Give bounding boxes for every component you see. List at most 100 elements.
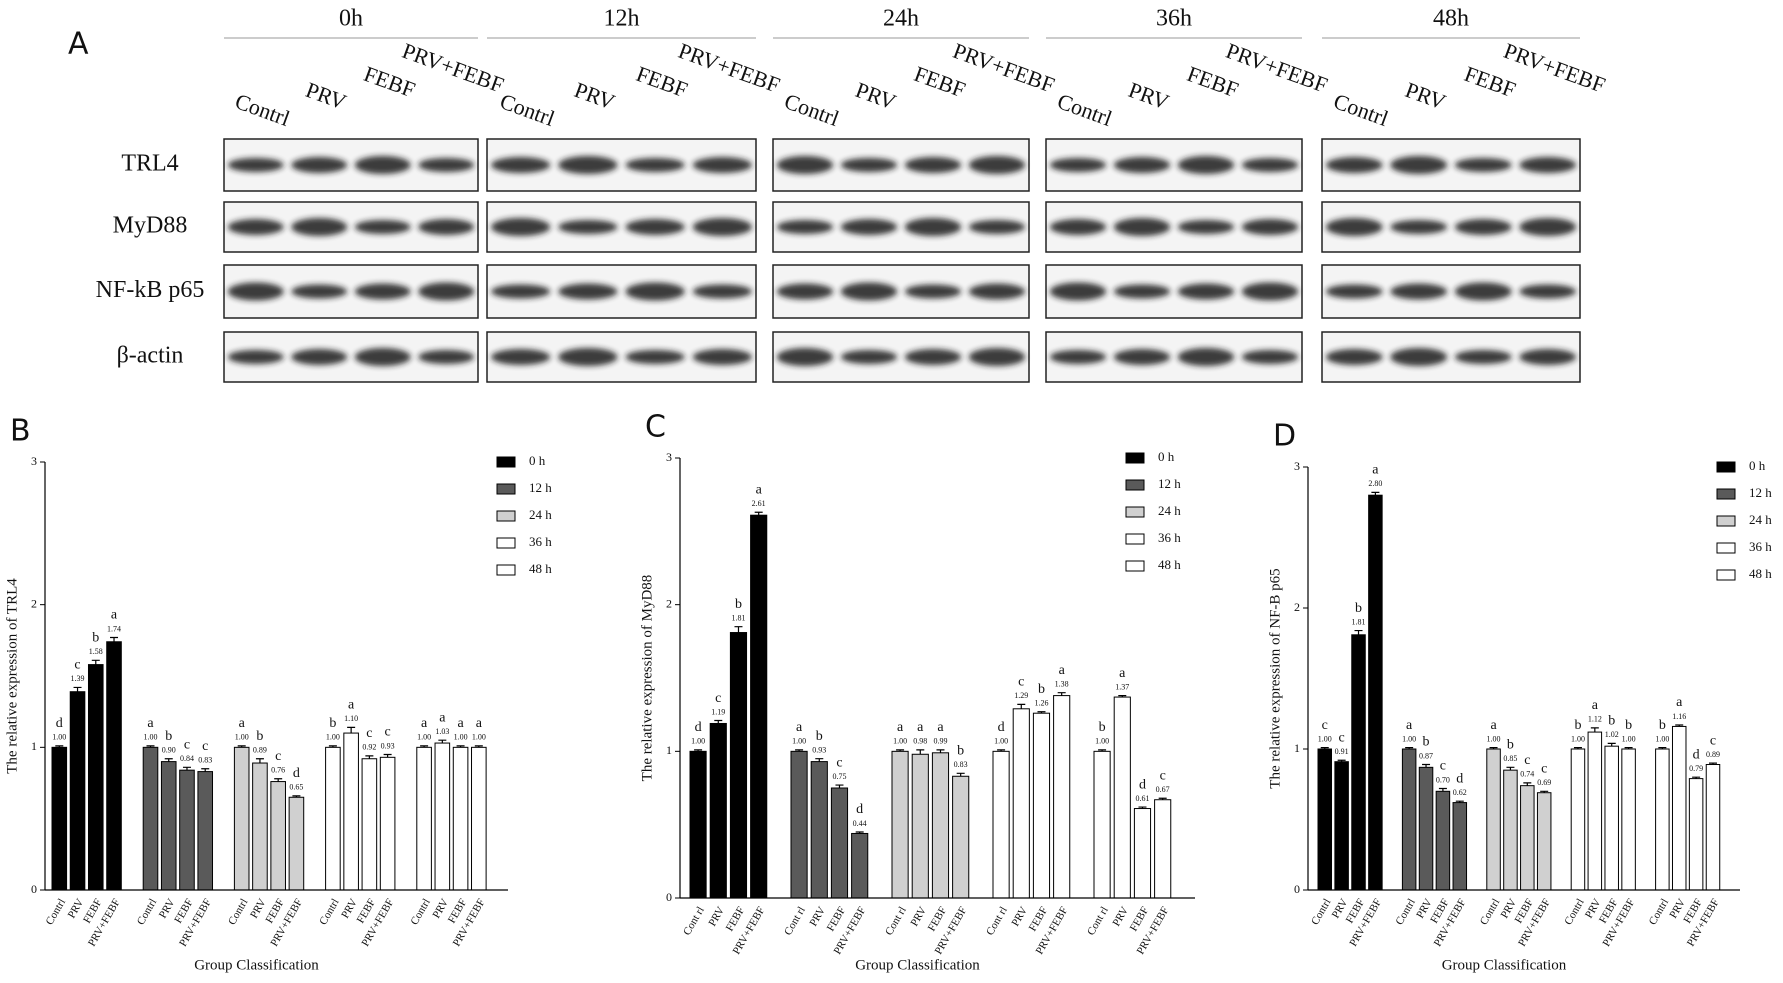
blot-band <box>904 218 962 236</box>
blot-band <box>1177 220 1235 234</box>
bar <box>830 787 849 899</box>
bar <box>361 758 378 891</box>
value-label: 0.85 <box>1503 754 1517 763</box>
value-label: 0.67 <box>1156 785 1170 794</box>
bar <box>1154 799 1172 899</box>
blot-band <box>840 158 898 172</box>
y-tick-label: 1 <box>1294 741 1300 755</box>
error-bar <box>1523 782 1532 786</box>
significance-letter: b <box>92 631 99 646</box>
blot-band <box>968 348 1026 366</box>
significance-letter: c <box>1541 762 1547 777</box>
blot-band <box>1519 157 1577 173</box>
bar <box>471 746 487 891</box>
value-label: 0.44 <box>853 819 867 828</box>
blot-band <box>1113 157 1171 173</box>
value-label: 0.74 <box>1520 770 1534 779</box>
bar <box>1520 785 1535 891</box>
significance-letter: c <box>1018 675 1024 690</box>
bar <box>1452 802 1468 891</box>
significance-letter: c <box>836 755 842 770</box>
blot-band <box>692 284 752 299</box>
bar <box>1012 708 1030 899</box>
value-label: 1.00 <box>1318 734 1332 743</box>
significance-letter: b <box>165 729 172 744</box>
bar <box>325 746 341 891</box>
error-bar <box>956 772 965 777</box>
error-bar <box>1138 806 1147 809</box>
significance-letter: d <box>695 720 702 735</box>
significance-letter: a <box>1490 718 1497 733</box>
bar <box>750 514 768 899</box>
significance-letter: a <box>897 720 904 735</box>
x-tick-label: Contrl <box>317 897 341 927</box>
value-label: 2.80 <box>1368 479 1382 488</box>
significance-letter: d <box>1139 777 1146 792</box>
legend-label: 12 h <box>1158 476 1181 491</box>
lane-label: FEBF <box>911 61 969 102</box>
significance-letter: c <box>1160 768 1166 783</box>
error-bar <box>438 739 447 744</box>
error-bar <box>1624 746 1633 749</box>
error-bar <box>1658 746 1667 749</box>
significance-letter: c <box>1322 718 1328 733</box>
y-tick-label: 2 <box>31 596 37 610</box>
error-bar <box>347 726 356 734</box>
lane-label: Contrl <box>497 88 558 131</box>
x-tick-label: Contrl <box>1393 897 1417 927</box>
y-axis-label: The relative expression of TRL4 <box>4 578 20 774</box>
significance-letter: b <box>1507 738 1514 753</box>
error-bar <box>55 745 64 748</box>
significance-letter: d <box>1456 771 1463 786</box>
blot-band <box>1241 158 1299 172</box>
x-tick-label: PRV <box>1110 905 1131 929</box>
x-tick-label: Contrl <box>226 897 250 927</box>
value-label: 0.76 <box>271 766 285 775</box>
value-label: 1.00 <box>1622 734 1636 743</box>
significance-letter: c <box>1440 759 1446 774</box>
bar <box>709 722 727 899</box>
blot-band <box>1241 350 1299 364</box>
bar <box>233 746 250 891</box>
blot-band <box>1390 156 1448 174</box>
blot-band <box>491 284 551 299</box>
error-bar <box>292 795 301 798</box>
blot-band <box>418 350 475 364</box>
blot-band <box>1113 349 1171 365</box>
x-tick-label: Contrl <box>1478 897 1502 927</box>
lane-label: Contrl <box>232 88 293 131</box>
lane-label: PRV <box>852 77 899 115</box>
significance-letter: b <box>1625 718 1632 733</box>
significance-letter: a <box>476 716 483 731</box>
error-bar <box>714 719 723 724</box>
bar <box>1621 748 1636 891</box>
blot-band <box>968 283 1026 300</box>
bar <box>1053 695 1071 899</box>
value-label: 1.00 <box>1655 734 1669 743</box>
bar <box>51 746 68 891</box>
legend-label: 24 h <box>1749 512 1772 527</box>
error-bar <box>328 745 337 748</box>
error-bar <box>936 749 945 753</box>
error-bar <box>1337 759 1346 762</box>
error-bar <box>182 766 191 771</box>
blot-band <box>1454 219 1512 235</box>
lane-label: Contrl <box>1330 88 1391 131</box>
significance-letter: d <box>1693 747 1700 762</box>
bar <box>1418 766 1434 891</box>
value-label: 0.91 <box>1335 747 1349 756</box>
blot-band <box>418 282 475 301</box>
bar <box>1604 745 1619 891</box>
timepoint-label: 12h <box>604 6 640 32</box>
protein-label: MyD88 <box>113 213 188 239</box>
value-label: 0.83 <box>198 756 212 765</box>
lane-label: PRV+FEBF <box>399 38 507 98</box>
blot-band <box>776 156 834 174</box>
blot-band <box>1325 157 1383 173</box>
legend-swatch <box>1716 542 1736 554</box>
blot-band <box>1325 349 1383 365</box>
value-label: 0.83 <box>954 760 968 769</box>
legend-swatch <box>496 537 516 549</box>
significance-letter: a <box>439 710 446 725</box>
